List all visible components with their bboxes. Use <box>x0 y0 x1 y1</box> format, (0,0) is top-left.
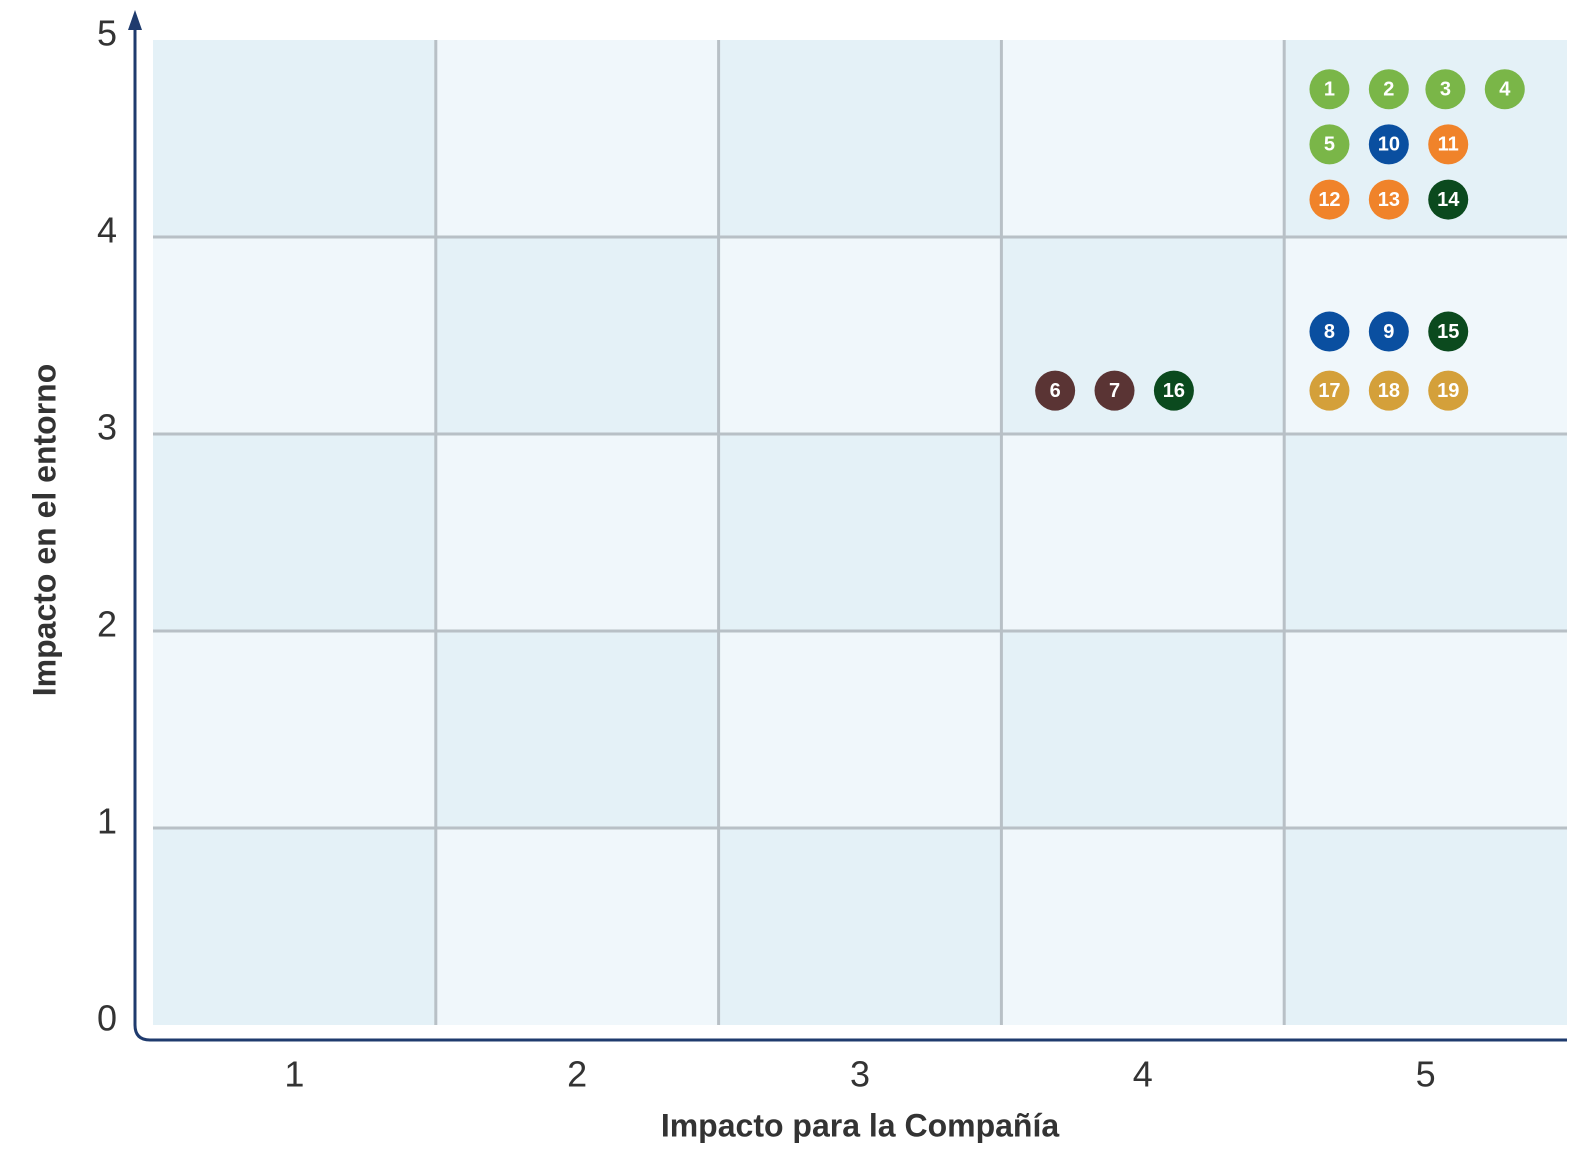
cell <box>435 631 719 828</box>
y-tick-label: 1 <box>97 801 117 842</box>
cell <box>435 237 719 434</box>
cell <box>718 828 1002 1025</box>
cell <box>1001 828 1285 1025</box>
cell <box>718 40 1002 237</box>
point <box>1035 370 1076 411</box>
point-label: 15 <box>1437 321 1459 343</box>
cell <box>153 828 436 1025</box>
cell <box>153 237 436 434</box>
point <box>1425 69 1466 110</box>
point-label: 9 <box>1383 321 1394 343</box>
point <box>1094 370 1135 411</box>
point-label: 17 <box>1318 380 1340 402</box>
x-tick-label: 5 <box>1416 1054 1436 1095</box>
point <box>1309 124 1350 165</box>
point <box>1428 179 1469 220</box>
point <box>1368 124 1409 165</box>
point <box>1368 179 1409 220</box>
cell <box>1001 434 1285 631</box>
point-label: 3 <box>1440 79 1451 101</box>
point-label: 8 <box>1324 321 1335 343</box>
y-tick-label: 0 <box>97 998 117 1039</box>
point <box>1153 370 1194 411</box>
cell <box>1284 631 1567 828</box>
x-tick-label: 4 <box>1133 1054 1153 1095</box>
y-tick-label: 4 <box>97 210 117 251</box>
cell <box>153 40 436 237</box>
point-label: 10 <box>1378 134 1400 156</box>
x-tick-label: 1 <box>284 1054 304 1095</box>
cells <box>153 40 1567 1025</box>
axis-line <box>133 22 1567 1042</box>
point <box>1368 370 1409 411</box>
cell <box>435 434 719 631</box>
point-label: 4 <box>1499 79 1511 101</box>
cell <box>1001 40 1285 237</box>
point-label: 19 <box>1437 380 1459 402</box>
point-label: 5 <box>1324 134 1335 156</box>
cell <box>435 828 719 1025</box>
cell <box>153 631 436 828</box>
y-tick-label: 2 <box>97 604 117 645</box>
cell <box>718 631 1002 828</box>
cell <box>1284 828 1567 1025</box>
y-tick-label: 3 <box>97 407 117 448</box>
cell <box>718 237 1002 434</box>
grid <box>153 40 1567 1025</box>
point-label: 11 <box>1438 134 1459 156</box>
point <box>1368 69 1409 110</box>
cell <box>1001 631 1285 828</box>
point-label: 16 <box>1163 380 1185 402</box>
y-tick-label: 5 <box>97 13 117 54</box>
point <box>1309 311 1350 352</box>
point-label: 6 <box>1050 380 1061 402</box>
point-label: 13 <box>1378 189 1400 211</box>
point <box>1428 370 1469 411</box>
point-label: 2 <box>1383 79 1394 101</box>
point-label: 14 <box>1437 189 1460 211</box>
point <box>1309 179 1350 220</box>
axis-arrow <box>128 10 142 30</box>
x-axis-title: Impacto para la Compañía <box>661 1107 1060 1143</box>
y-axis-title: Impacto en el entorno <box>26 364 62 696</box>
point-label: 7 <box>1109 380 1120 402</box>
x-tick-label: 2 <box>567 1054 587 1095</box>
point-label: 1 <box>1324 79 1335 101</box>
point <box>1484 69 1525 110</box>
point <box>1309 69 1350 110</box>
point-label: 18 <box>1378 380 1400 402</box>
point <box>1309 370 1350 411</box>
point-label: 12 <box>1318 189 1340 211</box>
cell <box>718 434 1002 631</box>
x-tick-label: 3 <box>850 1054 870 1095</box>
point <box>1428 311 1469 352</box>
cell <box>1284 434 1567 631</box>
cell <box>435 40 719 237</box>
cell <box>153 434 436 631</box>
point <box>1428 124 1469 165</box>
point <box>1368 311 1409 352</box>
